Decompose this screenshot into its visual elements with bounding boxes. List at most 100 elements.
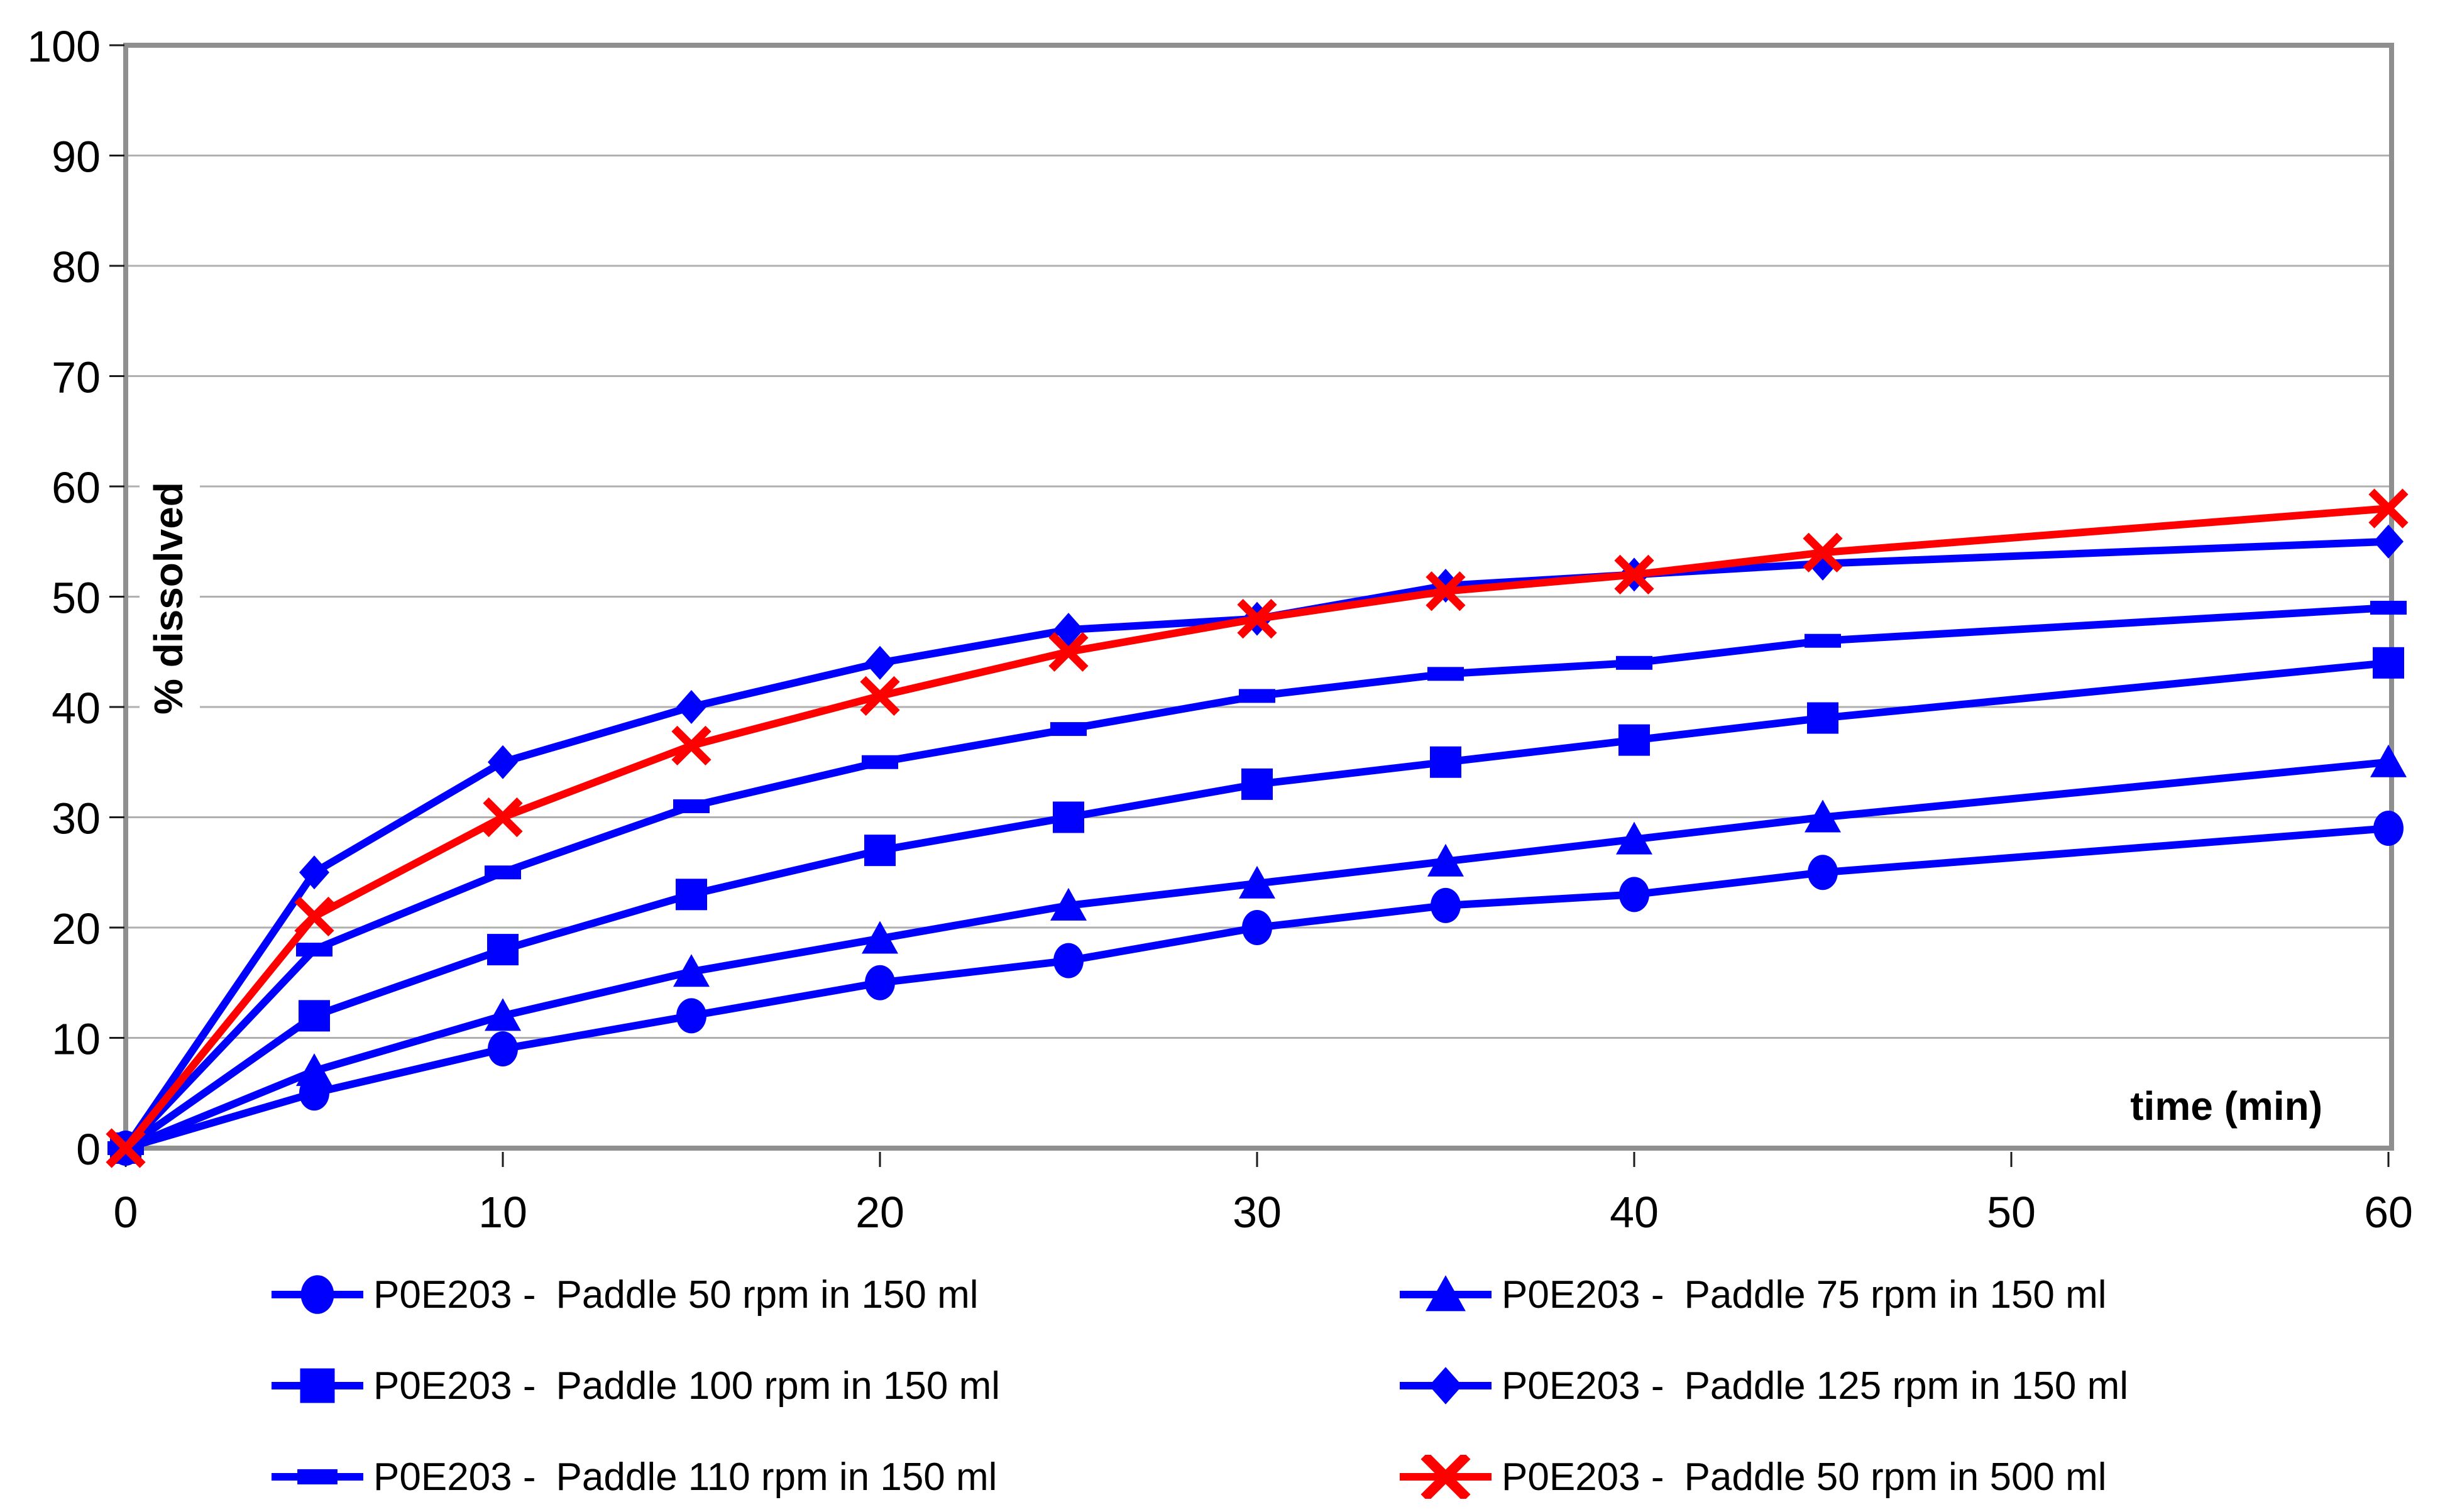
square-marker-icon bbox=[299, 1000, 330, 1032]
series-paddle-75-rpm-in-150-ml bbox=[107, 744, 2407, 1163]
legend-series-code: P0E203 - bbox=[1502, 1455, 1664, 1499]
dash-marker-icon bbox=[297, 1469, 338, 1485]
square-marker-icon bbox=[864, 835, 896, 867]
triangle-legend-glyph bbox=[1400, 1275, 1492, 1312]
circle-marker-icon bbox=[2373, 811, 2404, 846]
triangle-marker-icon bbox=[1426, 1275, 1466, 1312]
square-marker-icon bbox=[300, 1368, 335, 1403]
dash-marker-icon bbox=[1805, 633, 1841, 648]
dash-marker-icon bbox=[485, 865, 521, 880]
diamond-legend-glyph bbox=[1400, 1367, 1492, 1405]
triangle-marker-icon bbox=[1050, 887, 1087, 921]
dash-marker-icon bbox=[1050, 722, 1087, 737]
legend-item-50rpm-500ml: P0E203 - Paddle 50 rpm in 500 ml bbox=[1398, 1448, 2107, 1506]
x-marker-icon bbox=[1614, 554, 1654, 594]
triangle-marker-icon bbox=[296, 1053, 332, 1087]
x-marker-icon bbox=[2368, 488, 2409, 529]
diamond-marker-icon bbox=[2373, 524, 2404, 559]
legend-series-code: P0E203 - bbox=[373, 1273, 536, 1317]
x-marker-icon bbox=[1420, 1452, 1471, 1502]
x-axis-tick-label: 0 bbox=[114, 1188, 138, 1237]
x-axis-tick-label: 40 bbox=[1610, 1188, 1659, 1237]
square-marker-icon bbox=[676, 879, 707, 911]
x-marker-icon bbox=[294, 896, 334, 937]
series-paddle-100-rpm-in-150-ml bbox=[110, 647, 2404, 1164]
dash-marker-icon bbox=[1239, 689, 1275, 703]
y-axis-tick-label: 50 bbox=[52, 574, 101, 623]
dash-marker-icon bbox=[673, 799, 710, 813]
y-axis-title-backdrop bbox=[140, 462, 200, 735]
y-axis-tick-label: 10 bbox=[52, 1015, 101, 1064]
legend-series-code: P0E203 - bbox=[373, 1455, 536, 1499]
circle-marker-icon bbox=[1242, 910, 1272, 945]
legend-item-110rpm-150ml: P0E203 - Paddle 110 rpm in 150 ml bbox=[270, 1448, 997, 1506]
triangle-marker-icon bbox=[1616, 821, 1652, 855]
circle-marker-icon bbox=[488, 1031, 518, 1067]
grid-layer: 0 10 20 30 40 50 60 70 80 90 100 0 10 20 30 40 50 60 bbox=[27, 22, 2413, 1237]
legend-series-code: P0E203 - bbox=[373, 1364, 536, 1408]
y-axis-tick-label: 30 bbox=[52, 794, 101, 843]
legend-item-100rpm-150ml: P0E203 - Paddle 100 rpm in 150 ml bbox=[270, 1357, 1000, 1415]
y-axis-tick-label: 40 bbox=[52, 684, 101, 733]
plot-border bbox=[123, 43, 2394, 1151]
x-marker-icon bbox=[1048, 632, 1089, 672]
square-marker-icon bbox=[1618, 724, 1650, 756]
x-marker-icon bbox=[671, 725, 712, 766]
diamond-marker-icon bbox=[1398, 1364, 1493, 1408]
triangle-marker-icon bbox=[1427, 843, 1464, 877]
series-layer bbox=[106, 488, 2409, 1168]
x-marker-icon bbox=[1803, 532, 1843, 572]
square-marker-icon bbox=[1053, 801, 1084, 833]
square-marker-icon bbox=[1807, 702, 1838, 734]
circle-marker-icon bbox=[300, 1275, 334, 1314]
square-marker-icon bbox=[1430, 746, 1461, 778]
square-marker-icon bbox=[270, 1364, 365, 1408]
x-axis-tick-label: 50 bbox=[1987, 1188, 2036, 1237]
legend-series-label: Paddle 75 rpm in 150 ml bbox=[1684, 1273, 2107, 1317]
y-axis-tick-label: 60 bbox=[52, 463, 101, 512]
triangle-marker-icon bbox=[673, 954, 710, 987]
x-marker-icon bbox=[1237, 599, 1277, 639]
diamond-marker-icon bbox=[1053, 613, 1084, 647]
dash-marker-icon bbox=[270, 1455, 365, 1499]
diamond-marker-icon bbox=[488, 745, 518, 779]
x-axis-tick-label: 10 bbox=[478, 1188, 527, 1237]
diamond-marker-icon bbox=[865, 645, 895, 680]
legend-series-code: P0E203 - bbox=[1502, 1364, 1664, 1408]
circle-marker-icon bbox=[1431, 887, 1461, 923]
triangle-marker-icon bbox=[862, 921, 898, 954]
x-legend-glyph bbox=[1400, 1452, 1492, 1502]
legend-item-50rpm-150ml: P0E203 - Paddle 50 rpm in 150 ml bbox=[270, 1266, 979, 1323]
x-axis-tick-label: 60 bbox=[2364, 1188, 2413, 1237]
legend-item-75rpm-150ml: P0E203 - Paddle 75 rpm in 150 ml bbox=[1398, 1266, 2107, 1323]
y-axis-tick-label: 80 bbox=[52, 243, 101, 292]
series-paddle-50-rpm-in-500-ml bbox=[106, 488, 2409, 1168]
x-marker-icon bbox=[1398, 1452, 1493, 1502]
triangle-marker-icon bbox=[1805, 799, 1841, 833]
legend-series-label: Paddle 50 rpm in 150 ml bbox=[556, 1273, 979, 1317]
diamond-marker-icon bbox=[676, 690, 706, 724]
series-line bbox=[124, 758, 2389, 1152]
legend-series-label: Paddle 100 rpm in 150 ml bbox=[556, 1364, 1001, 1408]
circle-marker-icon bbox=[676, 998, 706, 1034]
triangle-marker-icon bbox=[1239, 865, 1275, 899]
y-axis-tick-label: 70 bbox=[52, 353, 101, 402]
x-marker-icon bbox=[1426, 571, 1466, 611]
dash-marker-icon bbox=[296, 943, 332, 957]
square-marker-icon bbox=[487, 934, 519, 966]
dash-legend-glyph bbox=[272, 1469, 363, 1485]
circle-marker-icon bbox=[1808, 855, 1838, 890]
circle-marker-icon bbox=[1053, 943, 1084, 978]
triangle-marker-icon bbox=[2370, 744, 2407, 777]
series-line bbox=[123, 659, 2389, 1151]
square-legend-glyph bbox=[272, 1368, 363, 1403]
y-axis-tick-label: 20 bbox=[52, 904, 101, 953]
diamond-marker-icon bbox=[1429, 1367, 1463, 1405]
x-marker-icon bbox=[860, 676, 900, 716]
dash-marker-icon bbox=[1616, 655, 1652, 670]
y-axis-tick-label: 0 bbox=[76, 1125, 101, 1174]
legend-item-125rpm-150ml: P0E203 - Paddle 125 rpm in 150 ml bbox=[1398, 1357, 2128, 1415]
circle-marker-icon bbox=[865, 965, 895, 1000]
